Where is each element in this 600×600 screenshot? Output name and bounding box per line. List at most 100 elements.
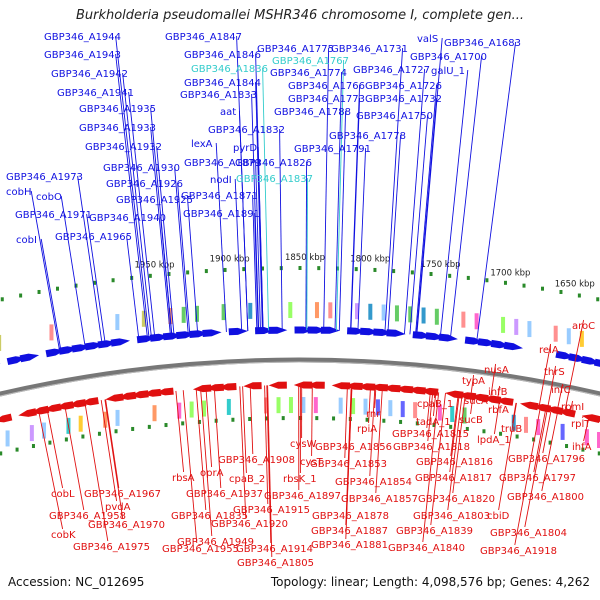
gene-label-reverse: GBP346_A1856 — [315, 442, 392, 453]
gene-label-reverse: GBP346_A1816 — [416, 457, 493, 468]
gene-label-forward: GBP346_A1971 — [15, 210, 92, 221]
gene-label-forward: GBP346_A1933 — [79, 123, 156, 134]
feature-block — [276, 397, 281, 414]
gene-label-forward: GBP346_A1773 — [288, 94, 365, 105]
gene-label-reverse: GBP346_A1958 — [49, 511, 126, 522]
leader-line-bottom — [470, 396, 474, 415]
reverse-gene-arrow — [544, 406, 564, 415]
gene-label-reverse: rnr — [366, 409, 381, 420]
feature-block — [314, 302, 319, 319]
tick-dot-inner — [332, 416, 336, 421]
leader-line-top — [255, 81, 263, 331]
leader-line-top — [305, 161, 308, 331]
tick-dot-inner — [515, 434, 519, 439]
reverse-gene-arrow — [30, 405, 50, 415]
reverse-gene-arrow — [470, 393, 489, 402]
gene-label-forward: nodI — [210, 175, 232, 186]
leader-line-top — [357, 147, 367, 332]
leader-line-bottom — [100, 400, 118, 502]
feature-block — [579, 330, 584, 347]
tick-dot-outer — [37, 289, 41, 294]
forward-gene-arrow — [438, 333, 458, 342]
feature-block — [288, 302, 293, 319]
tick-dot-outer — [204, 269, 208, 274]
leader-line-bottom — [369, 387, 376, 477]
reverse-gene-arrow — [243, 382, 262, 390]
reverse-gene-arrow — [581, 414, 600, 423]
leader-line-bottom — [512, 402, 517, 424]
gene-label-reverse: GBP346_A1975 — [73, 542, 150, 553]
leader-line-bottom — [345, 385, 352, 526]
tick-dot-inner — [449, 424, 453, 429]
leader-line-bottom — [449, 394, 460, 473]
gene-label-reverse: rbsA — [172, 473, 195, 484]
leader-line-top — [174, 166, 189, 335]
gene-tracks — [0, 302, 600, 448]
leader-line-bottom — [427, 391, 434, 442]
leader-line-bottom — [432, 391, 437, 417]
tick-dot-inner — [264, 416, 268, 421]
leader-line-top — [255, 161, 261, 331]
leader-line-top — [115, 53, 148, 339]
gene-label-forward: aat — [220, 107, 236, 118]
gene-label-forward: GBP346_A1727 — [353, 65, 430, 76]
feature-block — [474, 313, 479, 330]
gene-label-reverse: cysT — [300, 457, 324, 468]
feature-block — [413, 402, 418, 419]
leader-line-bottom — [375, 387, 383, 494]
gene-label-forward: GBP346_A1941 — [57, 88, 134, 99]
gene-label-reverse: GBP346_A1908 — [218, 455, 295, 466]
tick-dot-inner — [64, 437, 68, 442]
gene-label-reverse: GBP346_A1800 — [507, 492, 584, 503]
tick-dot-outer — [0, 297, 4, 302]
reverse-gene-arrow — [520, 401, 539, 411]
tick-dot-outer — [223, 267, 227, 272]
gene-label-forward: GBP346_A1973 — [6, 172, 83, 183]
reverse-gene-arrow — [369, 383, 388, 392]
tick-dot-outer — [577, 293, 581, 298]
reverse-gene-arrow — [117, 391, 137, 400]
tick-dot-outer — [167, 272, 171, 277]
leader-line-bottom — [556, 383, 564, 411]
leader-line-bottom — [547, 365, 557, 409]
gene-label-reverse: rpmI — [561, 402, 584, 413]
backbone-arc — [0, 357, 600, 397]
reverse-gene-arrow — [532, 404, 552, 413]
leader-line-top — [416, 37, 443, 336]
tick-dot-inner — [114, 429, 118, 434]
leader-line-bottom — [533, 408, 547, 473]
reverse-gene-arrow — [594, 417, 600, 423]
gene-label-reverse: ihfA — [572, 442, 592, 453]
feature-block — [226, 398, 231, 415]
gene-label-reverse: GBP346_A1818 — [393, 442, 470, 453]
feature-block — [527, 321, 532, 338]
tick-dot-outer — [466, 275, 470, 280]
tick-dot-outer — [429, 272, 433, 277]
tick-dot-outer — [503, 280, 507, 285]
tick-dot-outer — [559, 289, 563, 294]
gene-label-forward: GBP346_A1925 — [116, 195, 193, 206]
reverse-gene-arrow — [0, 413, 13, 423]
feature-block — [375, 399, 380, 416]
feature-block — [351, 398, 356, 415]
forward-gene-arrow — [386, 329, 406, 337]
tick-dot-inner — [499, 431, 503, 436]
feature-block — [328, 302, 333, 319]
gene-label-reverse: GBP346_A1949 — [177, 537, 254, 548]
feature-block — [388, 400, 393, 417]
reverse-gene-arrow — [495, 397, 514, 406]
reverse-gene-arrow — [482, 395, 502, 404]
gene-label-reverse: infB — [488, 387, 508, 398]
forward-gene-arrow — [110, 338, 130, 347]
gene-label-forward: GBP346_A1944 — [44, 32, 121, 43]
gene-label-forward: GBP346_A1935 — [79, 104, 156, 115]
leader-line-top — [403, 68, 426, 335]
gene-label-forward: GBP346_A1778 — [329, 131, 406, 142]
tick-dot-outer — [392, 269, 396, 274]
leader-line-top — [350, 97, 361, 331]
feature-block — [400, 401, 405, 418]
reverse-gene-arrow — [293, 381, 313, 389]
gene-label-reverse: GBP346_A1797 — [499, 473, 576, 484]
reverse-gene-arrow — [306, 381, 325, 389]
